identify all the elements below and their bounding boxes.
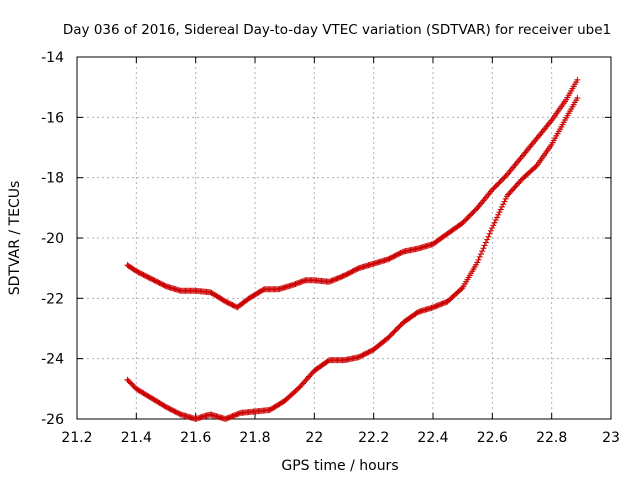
y-tick-label: -26 xyxy=(41,412,64,428)
y-tick-labels: -26 -24 -22 -20 -18 -16 -14 xyxy=(41,50,64,428)
data-point-marker xyxy=(482,239,489,246)
data-point-marker xyxy=(474,259,481,266)
y-axis-label: SDTVAR / TECUs xyxy=(7,181,23,296)
data-point-marker xyxy=(494,214,501,221)
data-point-marker xyxy=(477,251,484,258)
x-tick-label: 22.4 xyxy=(417,430,448,446)
data-point-marker xyxy=(480,245,487,252)
series-2 xyxy=(124,94,581,422)
data-point-marker xyxy=(479,248,486,255)
x-tick-label: 21.6 xyxy=(180,430,211,446)
x-tick-label: 23 xyxy=(602,430,620,446)
data-point-marker xyxy=(498,203,505,210)
data-point-marker xyxy=(484,236,491,243)
x-tick-label: 21.2 xyxy=(61,430,92,446)
x-tick-labels: 21.2 21.4 21.6 21.8 22 22.2 22.4 22.6 22.8 23 xyxy=(61,430,620,446)
y-tick-label: -22 xyxy=(41,291,64,307)
y-tick-label: -20 xyxy=(41,231,64,247)
data-point-marker xyxy=(500,201,507,208)
data-point-marker xyxy=(487,227,494,234)
data-point-marker xyxy=(476,253,483,260)
data-point-marker xyxy=(496,209,503,216)
data-point-marker xyxy=(502,195,509,202)
y-tick-label: -24 xyxy=(41,352,64,368)
grid-lines xyxy=(77,57,611,419)
data-point-marker xyxy=(475,256,482,263)
data-point-marker xyxy=(458,286,465,293)
x-tick-label: 21.4 xyxy=(121,430,152,446)
axis-ticks xyxy=(76,56,612,420)
x-axis-label: GPS time / hours xyxy=(281,458,398,474)
data-point-marker xyxy=(501,198,508,205)
x-tick-label: 21.8 xyxy=(239,430,270,446)
data-point-marker xyxy=(486,230,493,237)
data-point-marker xyxy=(481,242,488,249)
y-tick-label: -14 xyxy=(41,50,64,66)
data-point-marker xyxy=(574,94,581,101)
x-tick-label: 22 xyxy=(305,430,323,446)
data-point-marker xyxy=(490,222,497,229)
data-point-marker xyxy=(497,206,504,213)
data-point-marker xyxy=(485,233,492,240)
y-tick-label: -16 xyxy=(41,110,64,126)
data-series xyxy=(124,76,581,422)
data-point-marker xyxy=(495,211,502,218)
data-point-marker xyxy=(491,219,498,226)
data-point-marker xyxy=(489,225,496,232)
data-point-marker xyxy=(574,76,581,83)
x-tick-label: 22.2 xyxy=(358,430,389,446)
y-tick-label: -18 xyxy=(41,171,64,187)
series-1 xyxy=(124,76,581,311)
data-point-marker xyxy=(492,217,499,224)
x-tick-label: 22.6 xyxy=(477,430,508,446)
x-tick-label: 22.8 xyxy=(536,430,567,446)
chart-title: Day 036 of 2016, Sidereal Day-to-day VTE… xyxy=(63,22,611,38)
